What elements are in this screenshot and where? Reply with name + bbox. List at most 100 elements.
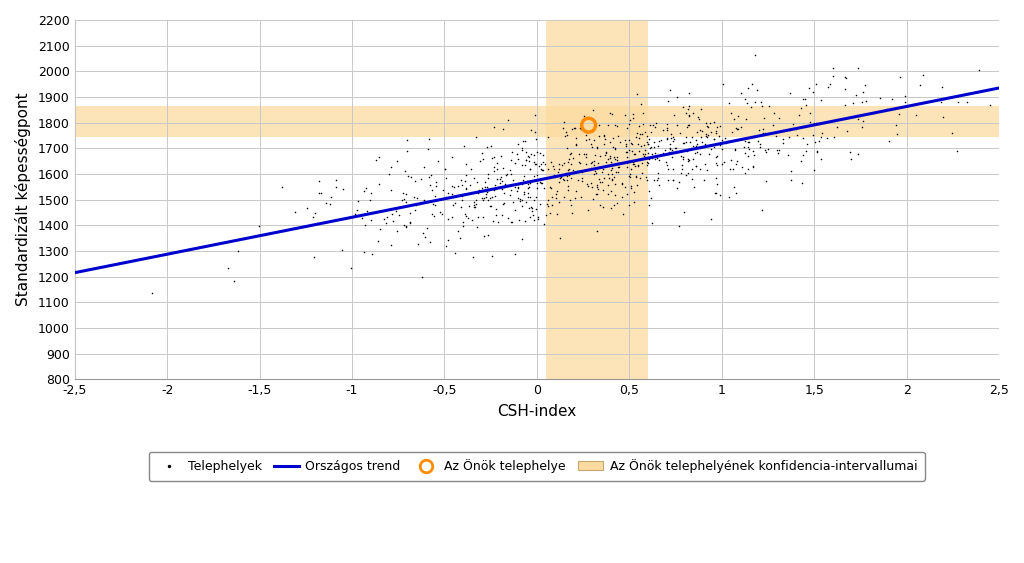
Point xyxy=(663,133,679,142)
Point xyxy=(641,143,657,152)
Point xyxy=(602,153,618,162)
Point xyxy=(368,155,384,164)
Point xyxy=(480,173,497,182)
Point xyxy=(620,124,636,133)
Point xyxy=(416,195,432,204)
Point xyxy=(383,210,399,219)
Point xyxy=(563,149,580,158)
Point xyxy=(692,126,709,135)
Point xyxy=(769,145,785,154)
Point xyxy=(646,137,663,146)
Point xyxy=(398,136,415,145)
Point xyxy=(603,158,620,167)
Point xyxy=(445,192,462,201)
Point xyxy=(479,230,496,239)
Point xyxy=(443,190,460,199)
Point xyxy=(409,200,425,209)
Point xyxy=(486,167,503,176)
Point xyxy=(478,190,495,199)
Point xyxy=(471,185,487,194)
Point xyxy=(785,119,802,128)
Point xyxy=(317,199,334,208)
Point xyxy=(482,141,499,150)
Point xyxy=(657,157,674,166)
Point xyxy=(520,153,537,162)
Point xyxy=(649,173,666,182)
Point xyxy=(361,195,378,204)
Point xyxy=(693,105,710,114)
Point xyxy=(897,91,913,100)
Point xyxy=(468,199,484,208)
Point xyxy=(795,151,811,160)
Point xyxy=(982,101,998,110)
Point xyxy=(477,183,494,192)
Point xyxy=(559,175,575,184)
Point xyxy=(549,186,565,195)
Point xyxy=(646,148,663,157)
Point xyxy=(971,66,987,75)
Point xyxy=(486,153,503,162)
Point xyxy=(708,153,724,162)
Point xyxy=(642,120,658,129)
Point xyxy=(306,253,323,262)
Point xyxy=(545,161,561,170)
Point xyxy=(475,154,492,163)
Point xyxy=(527,127,544,136)
Point xyxy=(483,193,500,202)
Point xyxy=(827,115,844,124)
Point xyxy=(561,155,578,164)
Point xyxy=(427,200,443,209)
Point xyxy=(559,172,575,181)
Point xyxy=(463,216,479,225)
Point xyxy=(653,136,670,145)
Point xyxy=(510,140,526,149)
Point xyxy=(542,208,558,217)
Point xyxy=(516,189,532,198)
Point xyxy=(750,137,766,146)
Point xyxy=(392,202,409,211)
Point xyxy=(754,101,770,110)
Point xyxy=(730,125,746,134)
Point xyxy=(610,163,627,172)
Point xyxy=(781,133,798,142)
Point xyxy=(564,125,581,134)
Point xyxy=(675,138,691,148)
Point xyxy=(699,123,716,132)
Point xyxy=(698,166,715,175)
Point xyxy=(658,160,675,169)
Point xyxy=(532,160,549,169)
Point xyxy=(398,222,415,231)
Point xyxy=(621,119,637,128)
Point xyxy=(480,169,497,178)
Point xyxy=(681,111,697,120)
Point xyxy=(688,162,705,171)
Point xyxy=(540,132,556,141)
Point xyxy=(645,143,662,152)
Point xyxy=(740,151,757,160)
Point xyxy=(678,138,694,147)
Point xyxy=(586,160,602,169)
Point xyxy=(562,159,579,168)
Point xyxy=(470,189,486,198)
Point xyxy=(700,150,717,159)
Point xyxy=(387,207,403,216)
Point xyxy=(553,173,569,182)
Point xyxy=(548,190,564,199)
Point xyxy=(512,195,528,204)
Point xyxy=(958,97,975,106)
Point xyxy=(502,166,518,175)
Point xyxy=(478,182,495,191)
Point xyxy=(502,191,518,200)
Point xyxy=(690,114,707,123)
Point xyxy=(584,159,600,168)
Point xyxy=(518,155,535,164)
Point xyxy=(312,189,329,198)
Point xyxy=(428,182,444,191)
Point xyxy=(638,175,654,184)
Point xyxy=(517,137,534,146)
Point xyxy=(662,145,678,154)
Point xyxy=(668,143,684,152)
Point xyxy=(696,159,713,168)
Point xyxy=(406,192,422,201)
Point xyxy=(144,288,161,297)
